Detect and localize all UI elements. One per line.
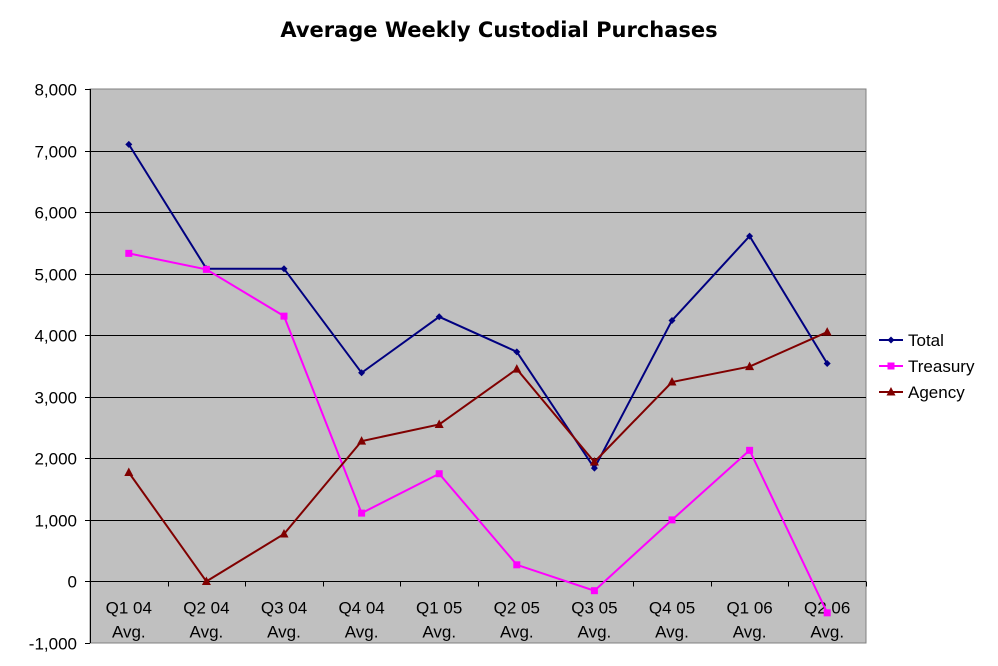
y-tick-label: 2,000 xyxy=(34,450,77,469)
data-point-agency xyxy=(745,361,755,371)
x-tick-label: Q2 05 Avg. xyxy=(494,599,540,642)
x-tick-label-line: Q4 05 xyxy=(649,599,695,618)
x-tick-label-line: Q4 04 xyxy=(338,599,384,618)
x-tick-label-line: Avg. xyxy=(190,623,224,642)
data-point-treasury xyxy=(746,446,754,454)
x-tick-label-line: Q1 04 xyxy=(106,599,152,618)
x-tick-label: Q4 04 Avg. xyxy=(338,599,384,642)
legend-item-agency: Agency xyxy=(879,383,965,402)
series-line-agency xyxy=(127,331,828,583)
data-point-treasury xyxy=(513,561,521,569)
data-point-agency xyxy=(822,327,832,336)
x-tick-label: Q2 04 Avg. xyxy=(183,599,229,642)
x-tick-label-line: Q3 04 xyxy=(261,599,307,618)
x-tick-label-line: Q3 05 xyxy=(571,599,617,618)
x-tick-label: Q3 04 Avg. xyxy=(261,599,307,642)
plot-area xyxy=(89,88,867,644)
x-tick-label-line: Avg. xyxy=(733,623,767,642)
data-point-total xyxy=(358,369,366,377)
x-tick-label-line: Q1 06 xyxy=(726,599,772,618)
x-tick-label-line: Avg. xyxy=(112,623,146,642)
data-point-agency xyxy=(512,364,522,373)
data-point-total xyxy=(513,348,521,356)
data-point-treasury xyxy=(125,249,133,257)
y-tick-label: 7,000 xyxy=(34,143,77,162)
legend-item-total: Total xyxy=(879,331,944,350)
y-tick-label: 0 xyxy=(68,573,77,592)
data-point-agency xyxy=(124,467,134,476)
legend-label: Treasury xyxy=(908,357,975,376)
data-point-treasury xyxy=(280,312,288,320)
data-point-agency xyxy=(589,457,599,466)
x-tick-label: Q3 05 Avg. xyxy=(571,599,617,642)
x-tick-label-line: Avg. xyxy=(810,623,844,642)
data-point-agency xyxy=(279,529,289,538)
data-point-treasury xyxy=(590,587,598,595)
x-tick-label-line: Q2 05 xyxy=(494,599,540,618)
x-tick-label: Q1 04 Avg. xyxy=(106,599,152,642)
x-tick-label-line: Avg. xyxy=(422,623,456,642)
x-tick-label: Q2 06 Avg. xyxy=(804,599,850,642)
y-tick-label: -1,000 xyxy=(29,635,77,654)
x-tick-label-line: Avg. xyxy=(500,623,534,642)
data-point-total xyxy=(823,360,831,368)
legend-marker xyxy=(886,387,896,396)
data-point-agency xyxy=(667,377,677,386)
data-point-treasury xyxy=(358,509,366,517)
data-point-treasury xyxy=(435,470,443,478)
data-point-total xyxy=(280,265,288,273)
y-tick-label: 4,000 xyxy=(34,327,77,346)
data-point-agency xyxy=(357,436,367,445)
y-tick-label: 3,000 xyxy=(34,389,77,408)
y-tick-label: 8,000 xyxy=(34,81,77,100)
x-axis-ticks: Q1 04 Avg.Q2 04 Avg.Q3 04 Avg.Q4 04 Avg.Q1 0… xyxy=(90,581,867,642)
y-axis-ticks: 8,000 7,000 6,000 5,000 4,000 3,000 2,000 1,000… xyxy=(29,81,90,654)
chart-title: Average Weekly Custodial Purchases xyxy=(280,18,718,42)
x-tick-label: Q1 06 Avg. xyxy=(726,599,772,642)
data-point-treasury xyxy=(202,265,210,273)
x-tick-label-line: Avg. xyxy=(655,623,689,642)
series-line-treasury xyxy=(128,252,829,614)
x-tick-label-line: Avg. xyxy=(578,623,612,642)
legend: Total Treasury Agency xyxy=(879,331,975,402)
data-point-total xyxy=(590,464,598,472)
data-point-total xyxy=(125,140,133,148)
legend-label: Total xyxy=(908,331,944,350)
data-point-treasury xyxy=(668,516,676,524)
data-point-total xyxy=(746,232,754,240)
y-tick-label: 5,000 xyxy=(34,266,77,285)
data-point-total xyxy=(435,313,443,321)
legend-label: Agency xyxy=(908,383,965,402)
legend-marker xyxy=(887,336,895,344)
x-tick-label: Q4 05 Avg. xyxy=(649,599,695,642)
x-tick-label-line: Q2 06 xyxy=(804,599,850,618)
x-tick-label: Q1 05 Avg. xyxy=(416,599,462,642)
x-tick-label-line: Q1 05 xyxy=(416,599,462,618)
x-tick-label-line: Avg. xyxy=(267,623,301,642)
series-agency xyxy=(124,327,832,585)
x-tick-label-line: Q2 04 xyxy=(183,599,229,618)
series-line-total xyxy=(127,143,829,471)
series-layer xyxy=(124,140,832,617)
data-point-agency xyxy=(434,419,444,428)
data-point-agency xyxy=(201,576,211,585)
data-point-treasury xyxy=(823,609,831,617)
legend-marker xyxy=(887,362,895,370)
data-point-total xyxy=(668,316,676,324)
series-treasury xyxy=(125,249,831,617)
y-tick-label: 1,000 xyxy=(34,512,77,531)
legend-item-treasury: Treasury xyxy=(879,357,975,376)
y-tick-label: 6,000 xyxy=(34,204,77,223)
x-tick-label-line: Avg. xyxy=(345,623,379,642)
